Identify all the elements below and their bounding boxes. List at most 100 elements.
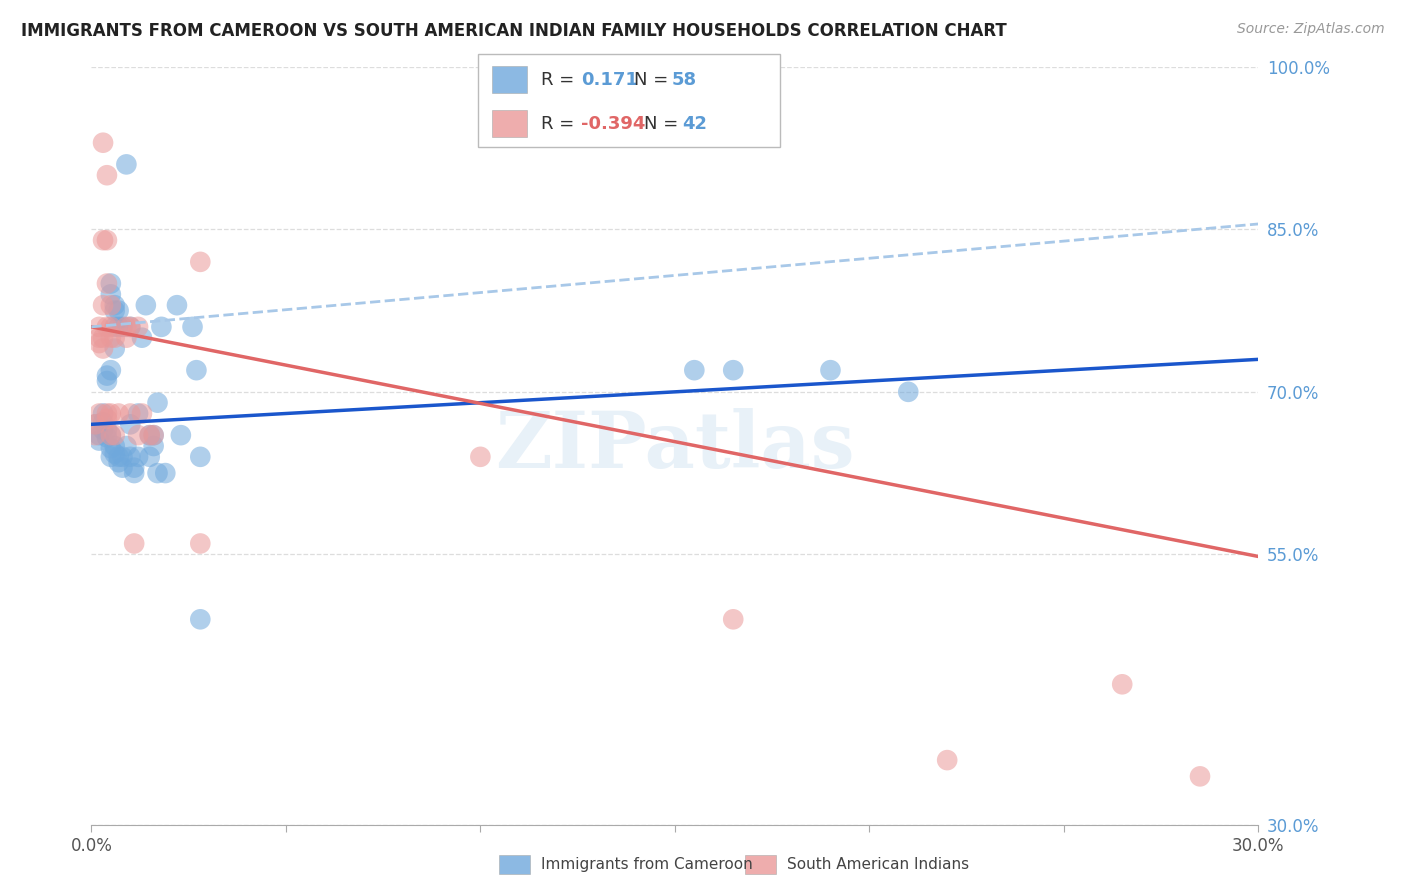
Point [89, 331, 111, 345]
Point [107, 319, 129, 334]
Point [120, 417, 142, 432]
Point [104, 303, 127, 318]
Point [127, 407, 149, 421]
Point [91, 136, 114, 150]
Point [89, 319, 111, 334]
Point [138, 450, 162, 464]
Text: IMMIGRANTS FROM CAMEROON VS SOUTH AMERICAN INDIAN FAMILY HOUSEHOLDS CORRELATION : IMMIGRANTS FROM CAMEROON VS SOUTH AMERIC… [21, 22, 1007, 40]
Point [111, 450, 134, 464]
Point [166, 298, 188, 312]
Point [100, 428, 122, 442]
Point [84, 417, 107, 432]
Point [96, 374, 118, 388]
Point [111, 460, 134, 475]
Point [188, 536, 211, 550]
Point [120, 319, 142, 334]
Text: N =: N = [644, 115, 683, 133]
Point [122, 460, 145, 475]
Point [120, 450, 142, 464]
Point [131, 331, 153, 345]
Point [897, 384, 920, 399]
Point [84, 428, 107, 442]
Text: South American Indians: South American Indians [787, 857, 970, 871]
Point [146, 395, 169, 409]
Point [96, 319, 118, 334]
Point [115, 157, 138, 171]
Text: 58: 58 [672, 70, 697, 88]
Point [723, 363, 745, 377]
Point [96, 430, 118, 444]
Point [683, 363, 706, 377]
Point [104, 319, 127, 334]
Point [138, 428, 162, 442]
Point [188, 450, 211, 464]
Point [100, 363, 122, 377]
Point [100, 277, 122, 291]
Point [104, 331, 127, 345]
Point [146, 466, 169, 480]
Point [120, 407, 142, 421]
Point [142, 439, 165, 453]
Point [100, 428, 122, 442]
Point [122, 466, 145, 480]
Point [936, 753, 959, 767]
Point [1189, 769, 1212, 783]
Text: -0.394: -0.394 [581, 115, 645, 133]
Point [120, 319, 142, 334]
Point [91, 407, 114, 421]
Point [723, 612, 745, 626]
Point [122, 536, 145, 550]
Text: Source: ZipAtlas.com: Source: ZipAtlas.com [1237, 22, 1385, 37]
Point [181, 319, 204, 334]
Point [100, 319, 122, 334]
Text: R =: R = [541, 115, 581, 133]
Point [820, 363, 842, 377]
Point [96, 233, 118, 247]
Point [91, 423, 114, 437]
Point [96, 277, 118, 291]
Point [115, 331, 138, 345]
Point [470, 450, 492, 464]
Point [115, 319, 138, 334]
Point [89, 407, 111, 421]
Point [188, 255, 211, 269]
Point [1111, 677, 1133, 691]
Point [111, 319, 134, 334]
Point [96, 368, 118, 383]
Point [107, 455, 129, 469]
Point [91, 415, 114, 429]
Point [96, 412, 118, 426]
Point [135, 298, 157, 312]
Text: ZIPatlas: ZIPatlas [495, 408, 855, 484]
Point [91, 331, 114, 345]
Point [107, 407, 129, 421]
Point [96, 423, 118, 437]
Text: R =: R = [541, 70, 581, 88]
Point [127, 428, 149, 442]
Text: N =: N = [634, 70, 673, 88]
Point [100, 407, 122, 421]
Point [142, 428, 165, 442]
Point [170, 428, 193, 442]
Point [127, 319, 149, 334]
Point [100, 441, 122, 455]
Point [104, 298, 127, 312]
Text: Immigrants from Cameroon: Immigrants from Cameroon [541, 857, 754, 871]
Point [89, 434, 111, 448]
Point [91, 298, 114, 312]
Point [127, 450, 149, 464]
Point [104, 439, 127, 453]
Point [131, 407, 153, 421]
Point [107, 450, 129, 464]
Point [115, 439, 138, 453]
Point [89, 336, 111, 351]
Point [150, 319, 173, 334]
Point [104, 428, 127, 442]
Text: 42: 42 [682, 115, 707, 133]
Point [89, 428, 111, 442]
Point [104, 446, 127, 460]
Text: 0.171: 0.171 [581, 70, 637, 88]
Point [138, 428, 162, 442]
Point [100, 331, 122, 345]
Point [188, 612, 211, 626]
